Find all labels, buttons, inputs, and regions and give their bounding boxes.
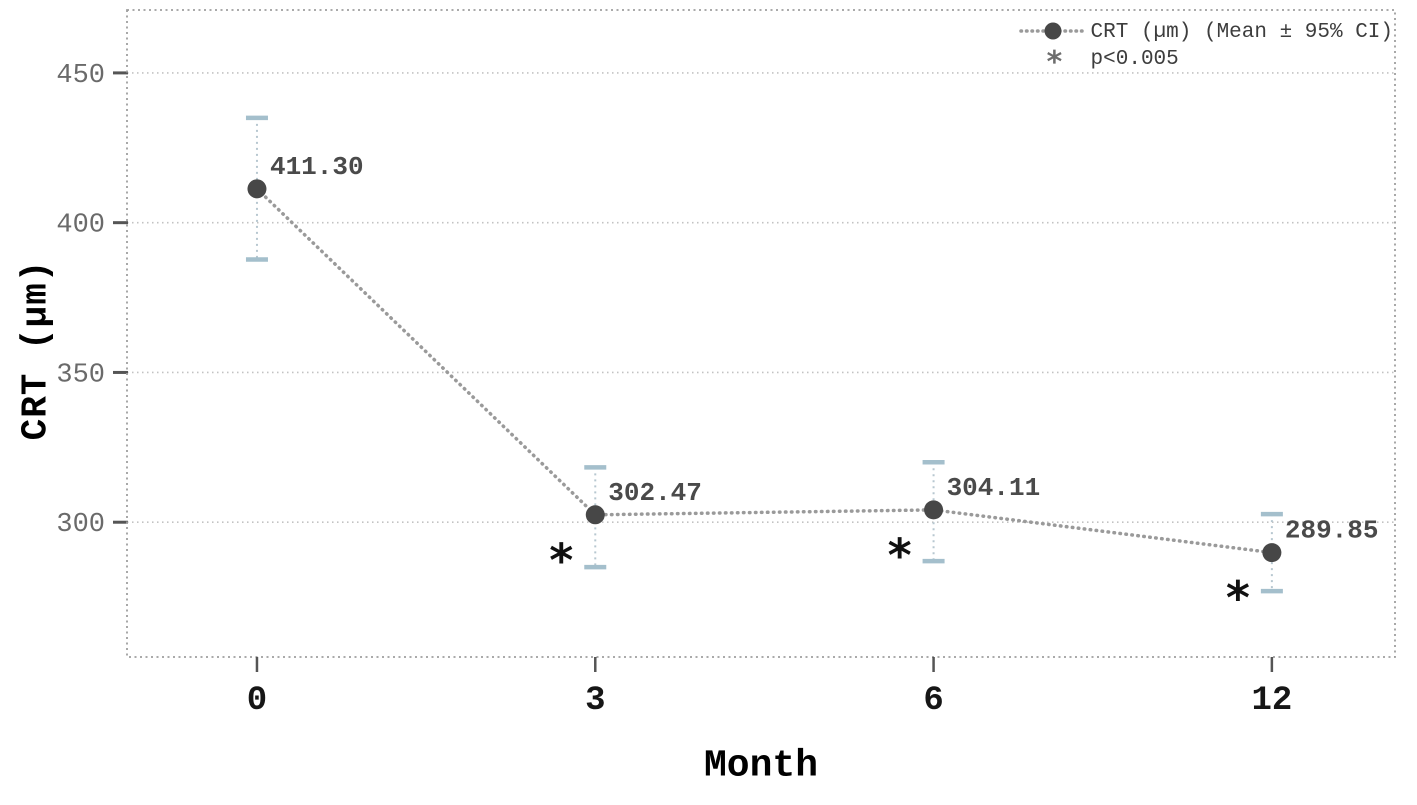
legend: CRT (µm) (Mean ± 95% CI) ∗ p<0.005 — [1018, 20, 1393, 76]
data-point — [1262, 543, 1282, 563]
data-point-label: 289.85 — [1285, 516, 1379, 546]
legend-entry-significance: ∗ p<0.005 — [1019, 42, 1393, 76]
x-tick-label: 0 — [247, 682, 267, 720]
x-tick-label: 6 — [923, 682, 943, 720]
plot-border — [126, 9, 1396, 658]
x-axis-title: Month — [703, 744, 819, 788]
y-tick-label: 450 — [56, 61, 105, 91]
legend-entry-series: CRT (µm) (Mean ± 95% CI) — [1018, 20, 1393, 44]
x-tick-label: 3 — [585, 682, 605, 720]
data-point-label: 304.11 — [947, 473, 1041, 503]
significance-asterisk: ∗ — [547, 529, 575, 581]
x-tick-label: 12 — [1251, 682, 1292, 720]
significance-asterisk: ∗ — [886, 524, 914, 576]
data-point-label: 302.47 — [608, 478, 702, 508]
series-line-marker-icon — [1018, 20, 1091, 44]
legend-label-series: CRT (µm) (Mean ± 95% CI) — [1090, 20, 1393, 44]
data-point-label: 411.30 — [270, 152, 364, 182]
data-point — [924, 500, 944, 520]
asterisk-icon: ∗ — [1045, 42, 1064, 76]
y-tick-label: 300 — [56, 510, 105, 540]
data-point — [247, 179, 267, 199]
legend-label-significance: p<0.005 — [1090, 47, 1179, 71]
significance-asterisk: ∗ — [1224, 567, 1252, 619]
y-tick-label: 350 — [56, 360, 105, 390]
data-point — [585, 505, 605, 525]
series-line — [255, 187, 1274, 555]
y-tick-label: 400 — [56, 211, 105, 241]
y-axis-title: CRT (µm) — [15, 259, 57, 441]
